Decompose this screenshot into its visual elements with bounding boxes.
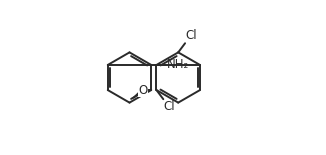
Text: Cl: Cl — [185, 29, 197, 42]
Text: O: O — [138, 84, 148, 97]
Text: NH₂: NH₂ — [167, 58, 189, 71]
Text: Cl: Cl — [164, 100, 175, 113]
